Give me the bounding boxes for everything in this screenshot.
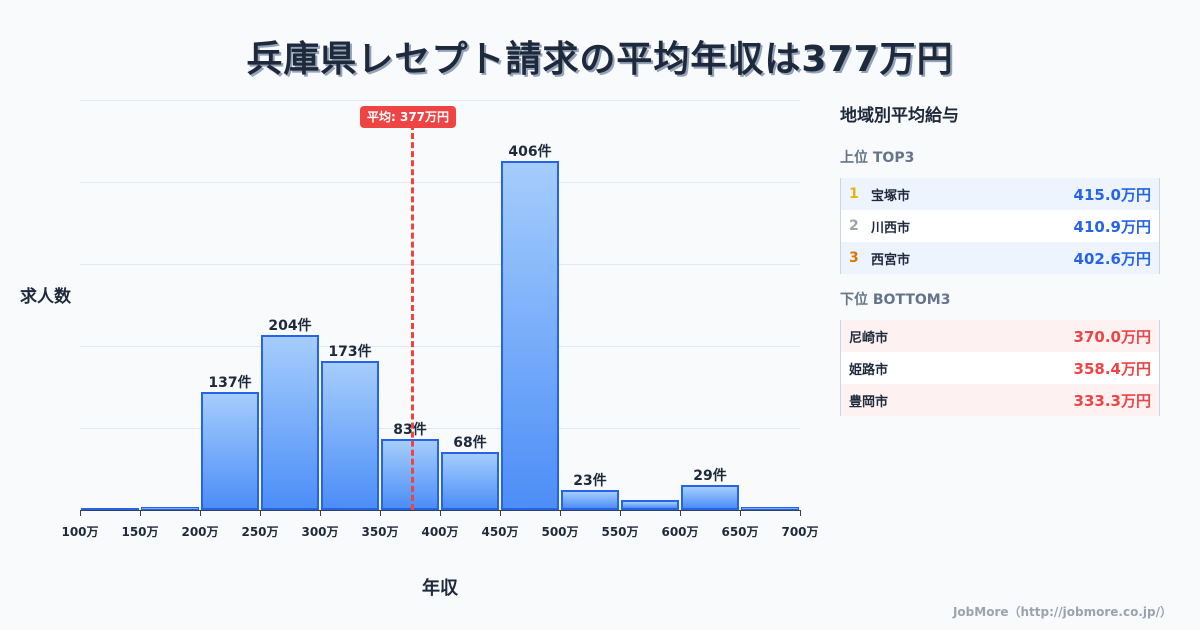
histogram-chart: 137件 204件 173件 83件 68件 406件 23件 29件 100万 150万 200…	[20, 100, 819, 599]
average-badge: 平均: 377万円	[360, 106, 457, 128]
bar-value-label: 406件	[508, 144, 552, 160]
bar-value-label: 173件	[328, 344, 372, 360]
rank-number: 1	[849, 186, 859, 202]
x-tick-label: 700万	[781, 525, 819, 539]
bar-value-label: 137件	[208, 375, 252, 391]
histogram-bar	[561, 490, 619, 510]
list-item: 尼崎市 370.0万円	[841, 320, 1159, 352]
x-tick	[800, 510, 801, 516]
bottom3-list: 尼崎市 370.0万円 姫路市 358.4万円 豊岡市 333.3万円	[840, 320, 1160, 416]
gridline	[80, 100, 800, 101]
bar-value-label: 29件	[693, 468, 727, 484]
histogram-bar	[201, 392, 259, 510]
list-item: 豊岡市 333.3万円	[841, 384, 1159, 416]
x-tick-label: 350万	[361, 525, 399, 539]
x-tick-label: 250万	[241, 525, 279, 539]
x-tick	[620, 510, 621, 516]
histogram-bar	[441, 452, 499, 510]
salary-value: 358.4万円	[1073, 359, 1151, 378]
salary-value: 333.3万円	[1073, 391, 1151, 410]
panel-title: 地域別平均給与	[840, 106, 959, 126]
x-tick-label: 600万	[661, 525, 699, 539]
x-tick-label: 300万	[301, 525, 339, 539]
x-tick-label: 650万	[721, 525, 759, 539]
gridline	[80, 428, 800, 429]
histogram-bar	[321, 361, 379, 510]
x-tick-label: 500万	[541, 525, 579, 539]
x-tick	[560, 510, 561, 516]
bottom3-title: 下位 BOTTOM3	[840, 292, 951, 308]
city-name: 西宮市	[871, 252, 911, 268]
average-line	[411, 124, 414, 510]
salary-value: 410.9万円	[1073, 217, 1151, 236]
x-tick-label: 450万	[481, 525, 519, 539]
top3-title: 上位 TOP3	[840, 150, 915, 166]
list-item: 2 川西市 410.9万円	[841, 210, 1159, 242]
city-name: 川西市	[871, 220, 911, 236]
city-name: 姫路市	[849, 362, 889, 378]
rank-number: 2	[849, 218, 859, 234]
x-tick-label: 100万	[61, 525, 99, 539]
x-axis-label: 年収	[422, 578, 458, 599]
x-tick-label: 550万	[601, 525, 639, 539]
list-item: 3 西宮市 402.6万円	[841, 242, 1159, 274]
x-tick	[500, 510, 501, 516]
footer-credit: JobMore（http://jobmore.co.jp/）	[952, 605, 1172, 619]
x-tick	[200, 510, 201, 516]
x-tick-label: 200万	[181, 525, 219, 539]
bar-value-label: 83件	[393, 422, 427, 438]
x-tick	[140, 510, 141, 516]
histogram-bar	[381, 439, 439, 510]
histogram-bar	[741, 507, 799, 510]
histogram-bar	[621, 500, 679, 510]
gridline	[80, 182, 800, 183]
x-tick	[680, 510, 681, 516]
histogram-bar	[141, 507, 199, 510]
top3-list: 1 宝塚市 415.0万円 2 川西市 410.9万円 3 西宮市 402.6万…	[840, 178, 1160, 274]
histogram-bar	[681, 485, 739, 510]
rank-number: 3	[849, 250, 859, 266]
page-title: 兵庫県レセプト請求の平均年収は377万円	[246, 39, 954, 80]
regional-salary-panel: 地域別平均給与 上位 TOP3 1 宝塚市 415.0万円 2 川西市 410.…	[840, 100, 1160, 416]
x-tick	[260, 510, 261, 516]
list-item: 1 宝塚市 415.0万円	[841, 178, 1159, 210]
city-name: 宝塚市	[871, 188, 911, 204]
salary-value: 370.0万円	[1073, 327, 1151, 346]
histogram-bar	[501, 161, 559, 510]
gridline	[80, 346, 800, 347]
gridline	[80, 264, 800, 265]
x-tick	[80, 510, 81, 516]
list-item: 姫路市 358.4万円	[841, 352, 1159, 384]
x-tick-label: 150万	[121, 525, 159, 539]
x-tick	[740, 510, 741, 516]
bar-value-label: 68件	[453, 435, 487, 451]
salary-value: 415.0万円	[1073, 185, 1151, 204]
x-tick-label: 400万	[421, 525, 459, 539]
x-tick	[320, 510, 321, 516]
city-name: 豊岡市	[849, 394, 889, 410]
histogram-bar	[261, 335, 319, 510]
bar-value-label: 23件	[573, 473, 607, 489]
salary-value: 402.6万円	[1073, 249, 1151, 268]
x-tick	[380, 510, 381, 516]
y-axis-label: 求人数	[20, 287, 71, 307]
bar-value-label: 204件	[268, 318, 312, 334]
city-name: 尼崎市	[849, 330, 889, 346]
histogram-bar	[81, 508, 139, 510]
x-tick	[440, 510, 441, 516]
